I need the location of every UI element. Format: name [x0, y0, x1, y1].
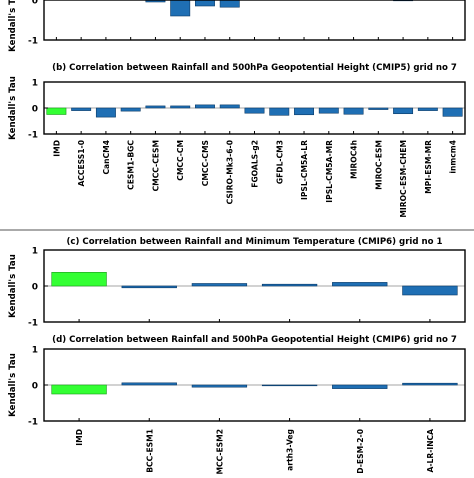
- bars: [51, 272, 458, 296]
- x-tick-label: GFDL-CM3: [275, 140, 284, 184]
- bar-BCC-ESM1: [121, 382, 177, 386]
- y-tick-label: 1: [32, 346, 38, 356]
- y-tick-label: 0: [32, 0, 38, 7]
- bar-IPSL-CM5A-LR: [294, 107, 314, 116]
- bars: [46, 104, 463, 118]
- panel-a: -1 0 Kendall's Tau: [8, 0, 466, 52]
- x-tick-label: D-ESM-2-0: [356, 429, 365, 474]
- y-tick-label: 0: [32, 382, 38, 392]
- y-tick-label: 1: [32, 79, 38, 89]
- panel-title: (c) Correlation between Rainfall and Min…: [66, 237, 442, 247]
- y-tick-label: 0: [32, 105, 38, 115]
- bar-CSIRO-Mk3-6-0: [219, 104, 240, 109]
- bar-MPI-ESM-2-0: [332, 282, 388, 287]
- y-tick-label: 0: [32, 283, 38, 293]
- x-tick-label: CESM1-BGC: [127, 140, 136, 190]
- y-tick-label: -1: [28, 319, 38, 329]
- x-tick-label: IMD: [75, 429, 84, 446]
- bar-MIROC-ESM-CHEM: [393, 107, 414, 115]
- x-tick-label: ACCESS1-0: [77, 140, 86, 187]
- x-tick-label: IPSL-CM5A-MR: [325, 140, 334, 203]
- y-tick-label: 1: [32, 247, 38, 257]
- bar-CMCC-CESM: [145, 0, 166, 3]
- bar-IMD: [51, 384, 107, 395]
- x-tick-label: FGOALS-g2: [251, 140, 260, 188]
- x-tick-label: MIROC-ESM: [374, 140, 383, 190]
- bar-IPSL-CM6A-LR-INCA: [402, 285, 458, 296]
- panel-title: (d) Correlation between Rainfall and 500…: [52, 335, 457, 345]
- y-tick-label: -1: [28, 131, 38, 141]
- bar-BCC-ESM1: [121, 285, 177, 289]
- bar-CMCC-CM: [170, 105, 191, 109]
- x-tick-label: MIROC-ESM-CHEM: [399, 140, 408, 218]
- bar-CSIRO-Mk3-6-0: [219, 0, 240, 8]
- x-tick-label: A-LR-INCA: [426, 429, 435, 473]
- bar-IPSL-CM5A-MR: [318, 107, 339, 114]
- x-tick-label: inmcm4: [449, 140, 458, 174]
- y-tick-label: -1: [28, 418, 38, 428]
- x-tick-label: MCC-ESM2: [215, 429, 224, 474]
- y-axis-label: Kendall's Tau: [8, 76, 18, 140]
- bar-CMCC-CMS: [195, 104, 215, 109]
- bar-inmcm4: [442, 107, 463, 117]
- bar-MPI-ESM-MR: [417, 107, 438, 111]
- bar-MIROC4h: [343, 107, 364, 115]
- bar-CanCM4: [95, 107, 116, 118]
- panel-d: (d) Correlation between Rainfall and 500…: [8, 335, 466, 475]
- panel-title: (b) Correlation between Rainfall and 500…: [52, 63, 457, 73]
- x-tick-label: CanCM4: [102, 140, 111, 175]
- x-tick-label: CMCC-CMS: [201, 140, 210, 186]
- x-tick-label: BCC-ESM1: [145, 429, 154, 473]
- bar-CESM1-BGC: [120, 107, 141, 112]
- bar-EC-Earth3-Veg: [261, 283, 318, 287]
- bar-IMD: [51, 272, 107, 287]
- bar-CMCC-CMS: [195, 0, 215, 7]
- bar-EC-Earth3-Veg: [261, 384, 318, 387]
- panel-c: (c) Correlation between Rainfall and Min…: [8, 237, 466, 329]
- x-tick-label: CMCC-CESM: [151, 140, 160, 191]
- bars: [51, 382, 458, 395]
- bar-CMCC-ESM2: [191, 384, 248, 388]
- bar-FGOALS-g2: [244, 107, 265, 114]
- x-tick-label: arth3-Veg: [286, 429, 295, 471]
- x-tick-label: IPSL-CM5A-LR: [300, 140, 309, 200]
- bar-ACCESS1-0: [71, 107, 92, 111]
- y-axis-label: Kendall's Tau: [8, 353, 18, 417]
- y-tick-label: -1: [28, 37, 38, 47]
- y-axis-label: Kendall's Tau: [8, 254, 18, 318]
- bar-GFDL-CM3: [269, 107, 290, 116]
- bar-IMD: [46, 107, 67, 115]
- bar-CMCC-CM: [170, 0, 191, 17]
- bar-CMCC-CESM: [145, 105, 166, 109]
- bar-IPSL-CM6A-LR-INCA: [402, 382, 458, 386]
- x-tick-label: CSIRO-Mk3-6-0: [226, 140, 235, 204]
- bar-MIROC-ESM: [368, 107, 389, 110]
- panel-b: (b) Correlation between Rainfall and 500…: [8, 63, 466, 218]
- x-tick-label: CMCC-CM: [176, 140, 185, 181]
- bar-MPI-ESM-2-0: [332, 384, 388, 389]
- y-axis-label: Kendall's Tau: [8, 0, 18, 52]
- bar-CMCC-ESM2: [191, 283, 248, 287]
- x-tick-label: IMD: [52, 140, 61, 157]
- x-tick-label: MIROC4h: [350, 140, 359, 179]
- x-tick-label: MPI-ESM-MR: [424, 140, 433, 194]
